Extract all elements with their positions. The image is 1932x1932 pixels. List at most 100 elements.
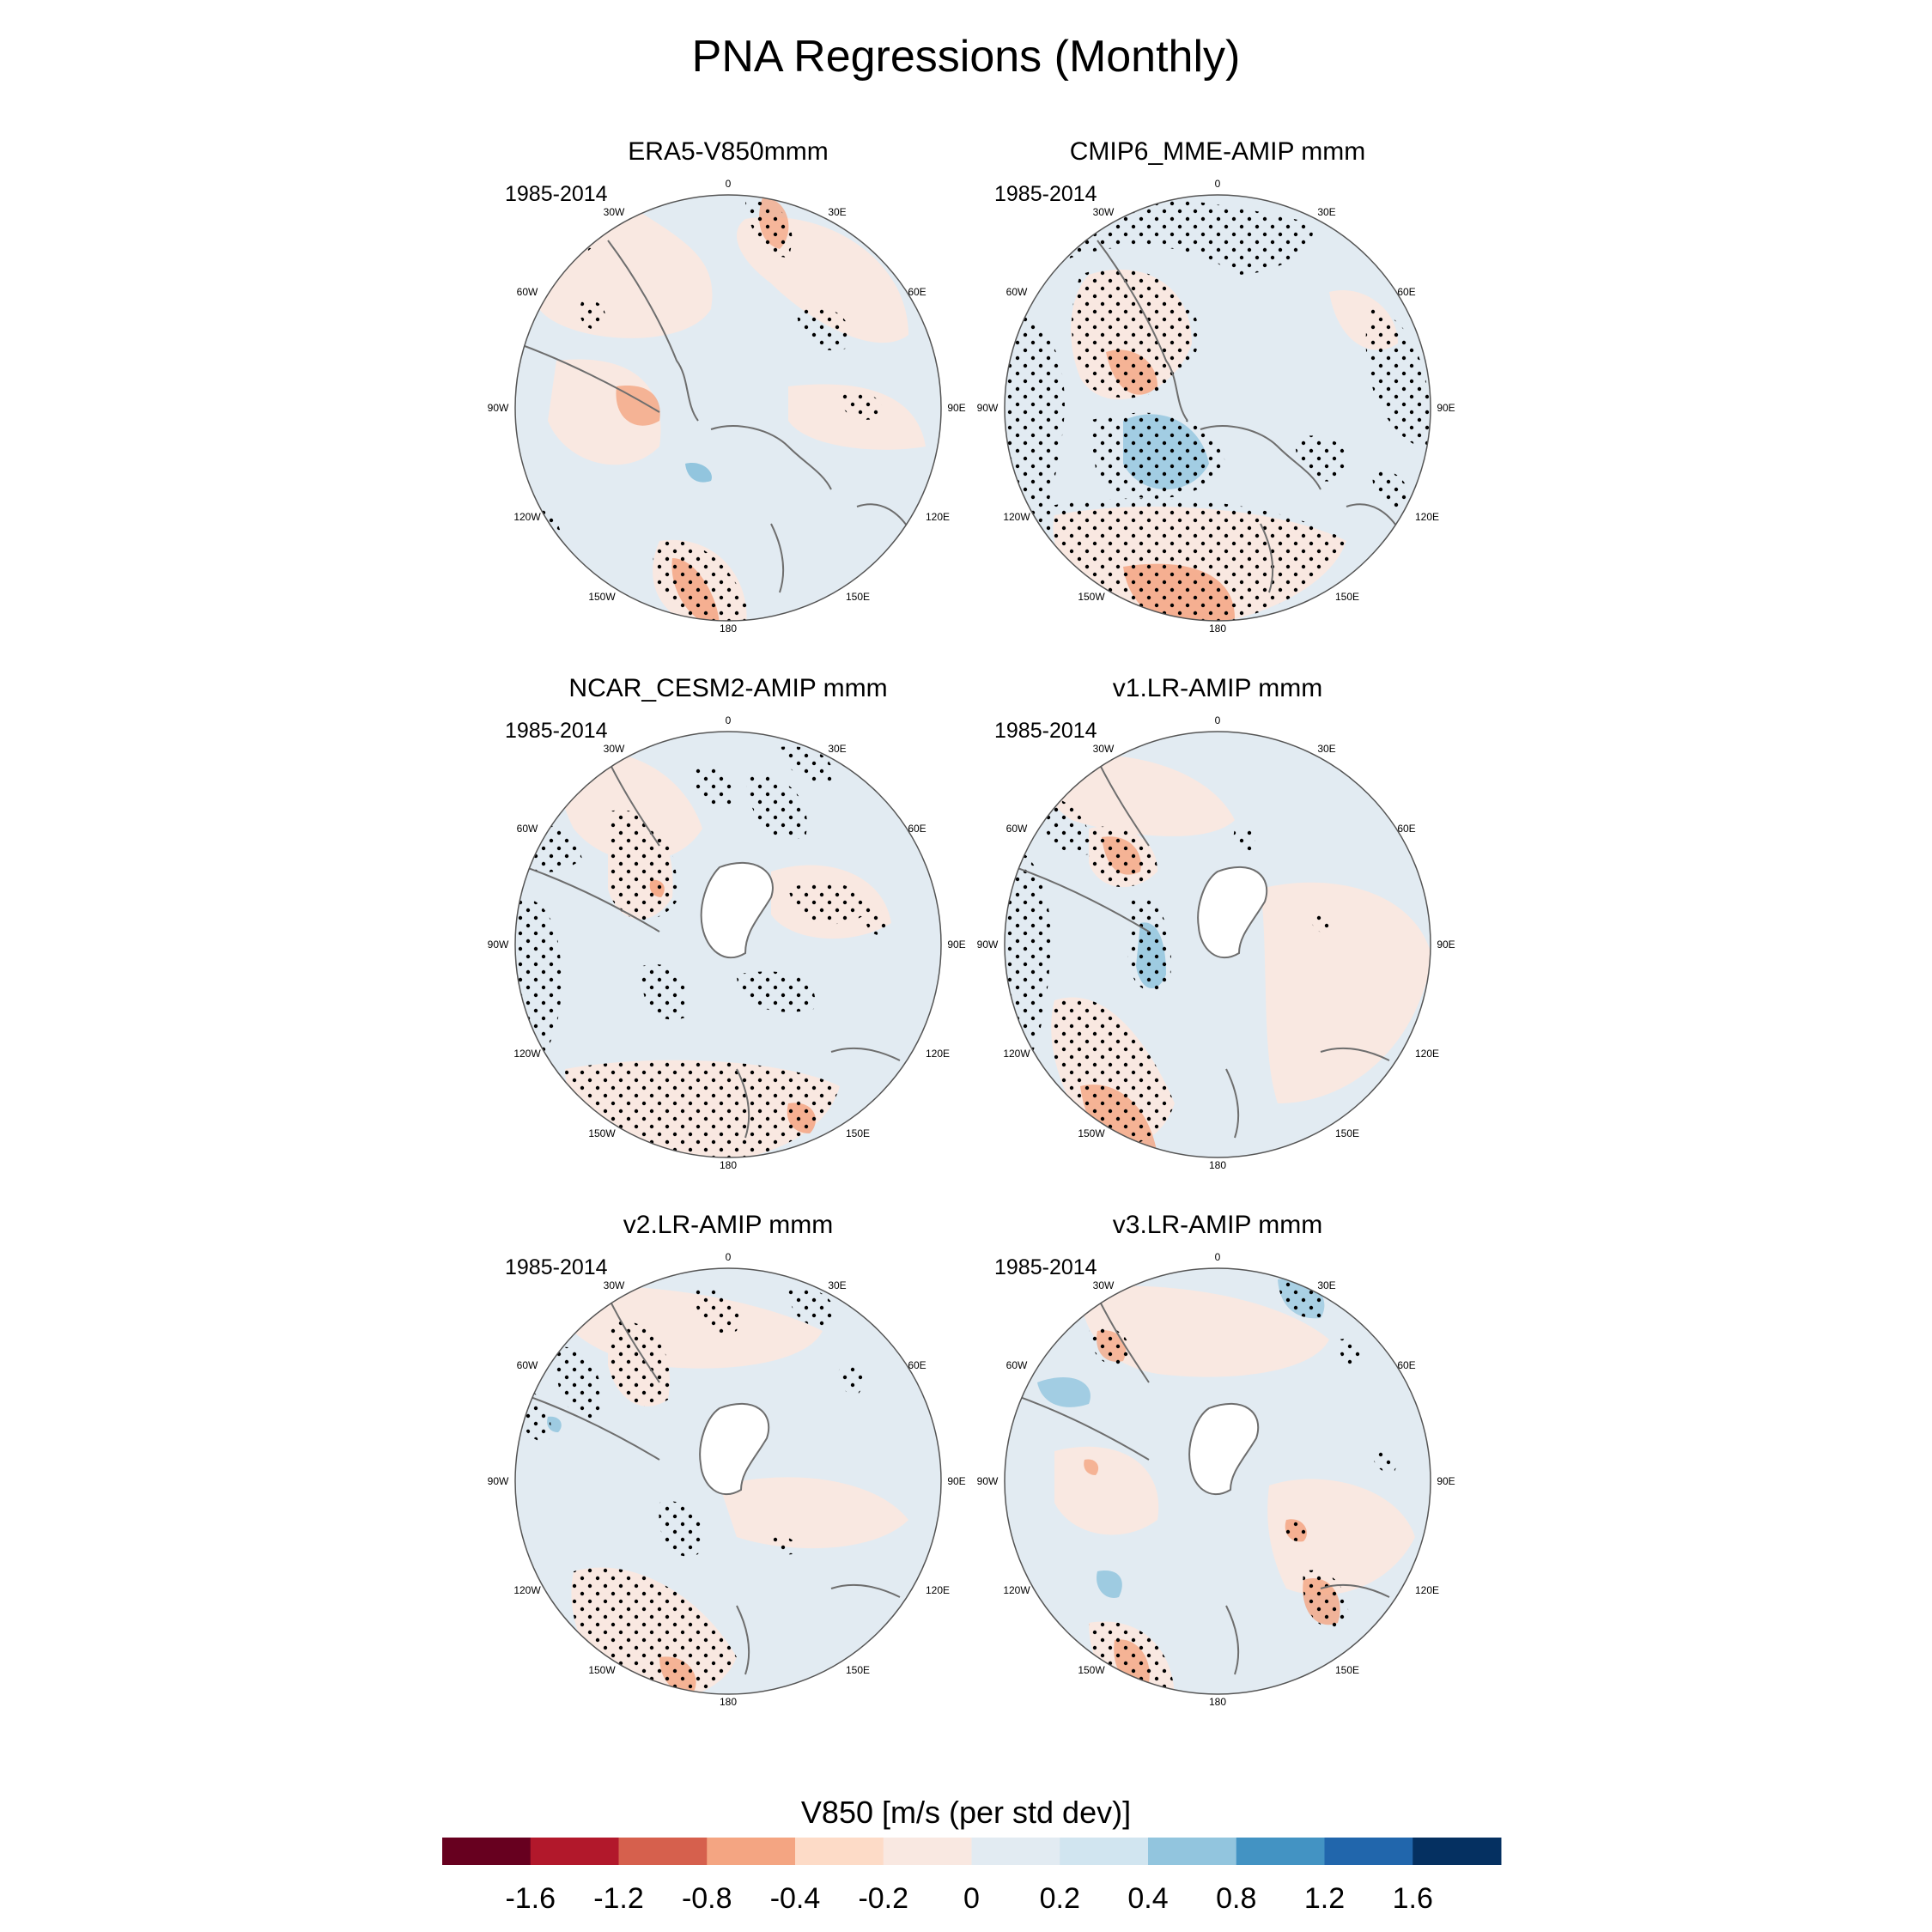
longitude-label: 30W <box>604 1279 625 1291</box>
longitude-label: 0 <box>1215 714 1221 726</box>
positive-anomaly <box>1054 1446 1159 1535</box>
colorbar <box>442 1838 1502 1865</box>
longitude-label: 150W <box>588 1664 616 1676</box>
map-border <box>514 1267 942 1695</box>
strong-positive-anomaly <box>616 386 660 426</box>
panel-period: 1985-2014 <box>505 719 608 743</box>
longitude-label: 60E <box>1397 286 1415 298</box>
longitude-label: 150E <box>1335 1127 1359 1139</box>
longitude-label: 150W <box>1078 1664 1105 1676</box>
map-border <box>1004 1267 1431 1695</box>
longitude-label: 180 <box>1209 1696 1226 1708</box>
coastline <box>1097 240 1399 593</box>
significance-stippling <box>788 882 866 925</box>
strong-positive-anomaly <box>1084 1459 1099 1475</box>
panel-ncar-cesm2: NCAR_CESM2-AMIP mmm 1985-2014 <box>462 674 994 1189</box>
longitude-label: 90E <box>1437 1475 1455 1487</box>
panel-era5: ERA5-V850mmm 1985-2014 <box>462 137 994 653</box>
longitude-label: 120E <box>926 1584 950 1596</box>
significance-stippling <box>1044 498 1346 621</box>
panel-cmip6-mme: CMIP6_MME-AMIP mmm 1985-2014 <box>951 137 1484 653</box>
longitude-label: 90E <box>947 939 965 951</box>
significance-stippling <box>797 307 850 350</box>
significance-stippling <box>1295 435 1348 482</box>
longitude-label: 30E <box>828 206 846 218</box>
longitude-label: 150W <box>588 1127 616 1139</box>
antarctica-mask <box>1198 866 1267 958</box>
polar-map: 0 30E 60E 90E 120E 150E 180 150W 120W 90… <box>977 178 1455 635</box>
colorbar-swatch <box>1148 1838 1237 1865</box>
colorbar-title: V850 [m/s (per std dev)] <box>800 1795 1132 1830</box>
antarctica-mask <box>1189 1403 1259 1495</box>
longitude-label: 0 <box>726 1251 732 1263</box>
colorbar-swatch <box>530 1838 619 1865</box>
longitude-label: 90W <box>488 402 509 414</box>
colorbar-tick-label: -1.6 <box>505 1882 556 1915</box>
positive-anomaly <box>1267 1479 1415 1595</box>
longitude-label: 90E <box>1437 939 1455 951</box>
significance-stippling <box>838 1364 864 1395</box>
significance-stippling <box>737 971 816 1012</box>
colorbar-swatch <box>618 1838 708 1865</box>
significance-stippling <box>659 1501 702 1557</box>
map-border <box>1004 731 1431 1158</box>
longitude-label: 60W <box>517 286 538 298</box>
colorbar-swatch <box>707 1838 796 1865</box>
antarctica-mask <box>701 862 773 958</box>
significance-stippling <box>608 1321 670 1406</box>
longitude-label: 30W <box>604 206 625 218</box>
longitude-label: 150W <box>1078 1127 1105 1139</box>
panel-title: v3.LR-AMIP mmm <box>1112 1211 1323 1239</box>
significance-stippling <box>745 775 807 840</box>
positive-anomaly <box>1080 1285 1329 1377</box>
significance-stippling <box>840 392 884 420</box>
panel-period: 1985-2014 <box>505 182 608 206</box>
longitude-label: 0 <box>726 178 732 190</box>
colorbar-tick-label: -0.4 <box>769 1882 821 1915</box>
positive-anomaly <box>720 1477 908 1549</box>
longitude-label: 150E <box>1335 1664 1359 1676</box>
longitude-label: 30W <box>1093 1279 1115 1291</box>
longitude-label: 150W <box>1078 591 1105 603</box>
longitude-label: 90E <box>947 402 965 414</box>
coastline <box>607 759 901 1139</box>
significance-stippling <box>1127 896 1171 991</box>
colorbar-tick-label: -1.2 <box>593 1882 644 1915</box>
longitude-label: 180 <box>1209 1159 1226 1171</box>
longitude-label: 90W <box>488 939 509 951</box>
negative-anomaly <box>1037 1377 1091 1407</box>
longitude-label: 90E <box>1437 402 1455 414</box>
longitude-label: 120W <box>513 511 541 523</box>
significance-stippling <box>1365 309 1431 448</box>
significance-stippling <box>641 964 688 1020</box>
longitude-label: 120W <box>1003 511 1030 523</box>
figure-title: PNA Regressions (Monthly) <box>691 32 1241 82</box>
panel-v1-lr: v1.LR-AMIP mmm 1985-2014 <box>951 674 1484 1189</box>
longitude-label: 0 <box>726 714 732 726</box>
colorbar-tick-label: -0.8 <box>681 1882 732 1915</box>
colorbar-tick-label: 1.6 <box>1392 1882 1433 1915</box>
significance-stippling <box>565 1060 840 1157</box>
significance-stippling <box>694 766 733 808</box>
polar-map: 0 30E 60E 90E 120E 150E 180 150W 120W 90… <box>488 714 966 1171</box>
negative-anomaly <box>1097 1571 1122 1598</box>
significance-stippling <box>1072 268 1200 398</box>
significance-stippling <box>694 1287 739 1334</box>
panel-title: NCAR_CESM2-AMIP mmm <box>568 674 888 702</box>
colorbar-tick-label: 0 <box>963 1882 980 1915</box>
significance-stippling <box>1089 412 1226 499</box>
antarctica-coastline <box>699 1403 770 1496</box>
panel-title: CMIP6_MME-AMIP mmm <box>1069 137 1366 166</box>
panel-title: ERA5-V850mmm <box>628 137 829 166</box>
antarctica-coastline <box>700 862 774 959</box>
longitude-label: 60E <box>908 1359 926 1371</box>
colorbar-swatch <box>442 1838 532 1865</box>
longitude-label: 60W <box>1006 1359 1028 1371</box>
colorbar-tick-label: 0.2 <box>1039 1882 1080 1915</box>
longitude-label: 30W <box>604 743 625 755</box>
longitude-label: 30E <box>1317 1279 1335 1291</box>
longitude-label: 0 <box>1215 178 1221 190</box>
colorbar-swatch <box>971 1838 1060 1865</box>
longitude-label: 0 <box>1215 1251 1221 1263</box>
coastline <box>515 1296 901 1675</box>
